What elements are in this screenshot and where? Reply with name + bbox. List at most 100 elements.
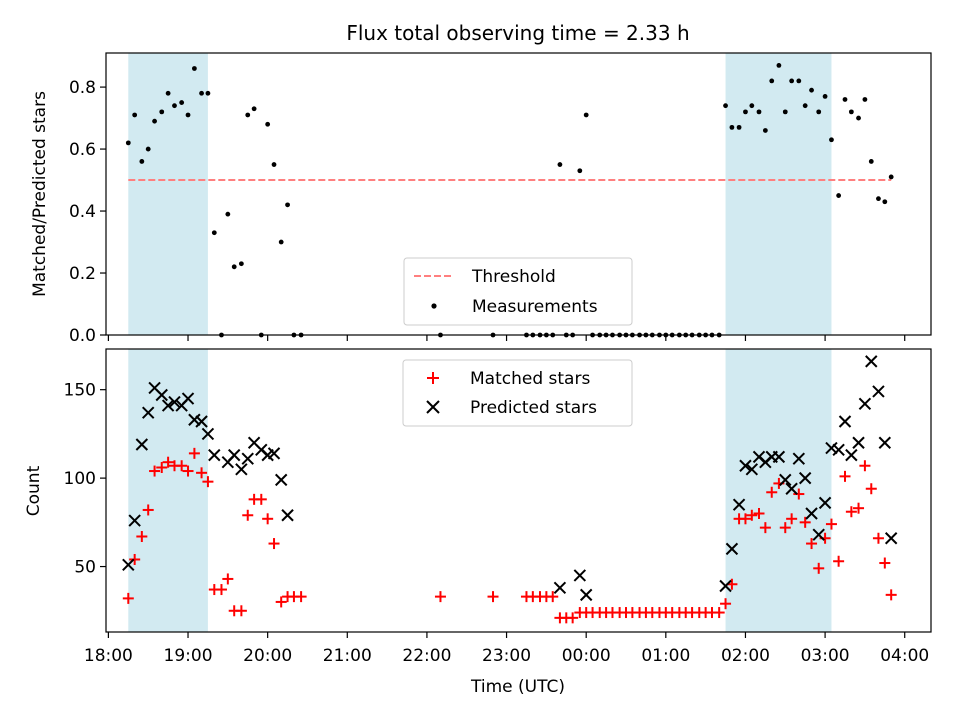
matched-star-point	[122, 592, 134, 604]
measurement-point	[756, 109, 762, 115]
matched-star-point	[739, 513, 751, 525]
measurement-point	[848, 109, 854, 115]
measurement-point	[271, 162, 277, 167]
matched-star-point	[295, 591, 307, 603]
x-tick-label: 20:00	[243, 646, 292, 666]
measurement-point	[882, 199, 888, 205]
shaded-region-top-0	[128, 53, 208, 335]
legend-matched-label: Matched stars	[470, 369, 590, 389]
top-y-axis-label: Matched/Predicted stars	[30, 91, 50, 297]
matched-star-point	[162, 456, 174, 468]
predicted-star-points	[122, 355, 898, 602]
matched-star-point	[567, 612, 579, 624]
matched-star-point	[136, 530, 148, 542]
matched-star-point	[713, 607, 725, 619]
top-y-tick-label: 0.6	[69, 140, 96, 160]
matched-star-point	[845, 506, 857, 518]
predicted-star-point	[812, 528, 825, 541]
matched-star-point	[746, 509, 758, 521]
measurement-point	[191, 66, 197, 71]
matched-star-point	[235, 605, 247, 617]
matched-star-point	[129, 553, 141, 565]
measurement-point	[876, 196, 881, 202]
measurement-point	[179, 100, 185, 105]
top-panel: 0.00.20.40.60.8 Matched/Predicted stars …	[30, 52, 932, 346]
matched-star-point	[547, 591, 559, 603]
measurement-point	[868, 159, 874, 164]
matched-star-point	[853, 502, 865, 514]
matched-star-point	[859, 460, 871, 472]
matched-star-point	[182, 465, 194, 477]
x-axis-label: Time (UTC)	[470, 677, 565, 697]
predicted-star-point	[805, 507, 818, 520]
matched-star-point	[176, 460, 188, 472]
measurement-point	[172, 103, 177, 109]
measurement-point	[152, 118, 157, 124]
measurement-point	[231, 264, 237, 270]
measurement-point	[225, 211, 231, 217]
predicted-star-point	[181, 392, 195, 405]
top-shaded-regions	[128, 53, 832, 335]
predicted-star-point	[845, 448, 858, 462]
legend-predicted-swatch	[426, 400, 440, 414]
bottom-y-ticks: 50 100 150	[64, 381, 106, 578]
measurement-point	[139, 159, 145, 164]
matched-star-point	[833, 555, 845, 567]
legend-predicted-label: Predicted stars	[470, 398, 597, 418]
bottom-y-axis-label: Count	[24, 465, 44, 516]
bottom-y-tick-label: 50	[74, 558, 96, 578]
measurement-point	[729, 124, 735, 130]
measurement-point	[723, 103, 728, 109]
matched-star-point	[242, 509, 254, 521]
bottom-y-tick-label: 150	[64, 381, 96, 401]
top-y-tick-label: 0.8	[69, 78, 96, 98]
matched-star-point	[434, 591, 446, 603]
predicted-star-point	[785, 482, 798, 495]
predicted-star-point	[241, 452, 254, 465]
predicted-star-point	[818, 496, 832, 510]
measurement-point	[278, 239, 284, 245]
x-tick-label: 04:00	[880, 646, 929, 666]
matched-star-point	[885, 589, 897, 601]
matched-star-point	[202, 476, 214, 488]
predicted-star-point	[852, 436, 865, 449]
top-y-tick-label: 0.0	[69, 326, 96, 346]
measurement-point	[809, 87, 814, 93]
predicted-star-point	[865, 355, 878, 368]
matched-star-point	[222, 573, 234, 585]
measurement-point	[185, 112, 191, 118]
predicted-star-point	[878, 436, 892, 449]
matched-star-point	[753, 507, 765, 519]
predicted-star-point	[792, 452, 806, 465]
measurement-point	[749, 103, 755, 109]
matched-star-points	[122, 447, 897, 624]
matched-star-point	[813, 562, 825, 574]
matched-star-point	[215, 584, 227, 596]
measurement-point	[888, 174, 894, 180]
predicted-star-point	[739, 459, 752, 472]
legend-matched-swatch	[427, 372, 439, 384]
measurement-point	[762, 128, 768, 133]
predicted-star-point	[884, 532, 898, 545]
predicted-star-point	[135, 438, 149, 451]
measurement-point	[211, 230, 217, 236]
predicted-star-point	[553, 581, 567, 594]
bottom-shaded-regions	[128, 349, 832, 632]
measurement-point	[829, 137, 834, 143]
matched-star-point	[275, 596, 287, 608]
matched-star-point	[779, 522, 791, 534]
measurement-point	[836, 193, 842, 198]
measurement-point	[743, 109, 748, 115]
measurement-point	[769, 78, 775, 84]
matched-star-point	[720, 598, 732, 610]
matched-star-point	[793, 488, 805, 500]
matched-star-point	[759, 522, 771, 534]
measurement-point	[125, 140, 131, 146]
predicted-star-point	[161, 399, 175, 412]
shaded-region-bottom-1	[725, 349, 832, 632]
measurement-point	[782, 109, 788, 115]
matched-star-point	[188, 447, 200, 459]
x-tick-label: 00:00	[562, 646, 611, 666]
legend-threshold-label: Threshold	[471, 267, 556, 287]
